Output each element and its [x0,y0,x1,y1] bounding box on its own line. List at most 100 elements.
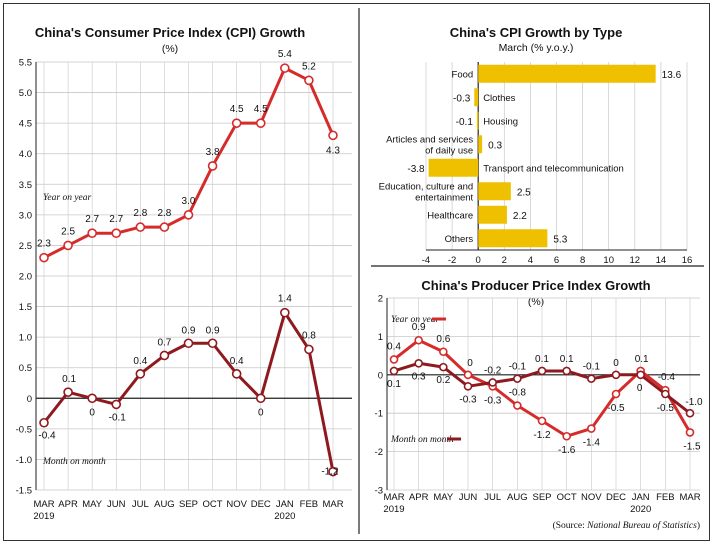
cpi-x-tick: MAR [322,499,343,510]
type-category-label: Others [445,234,474,245]
cpi-point [135,222,146,232]
cpi-point [280,307,290,318]
ppi-x-tick: NOV [581,492,602,503]
ppi-point [562,366,571,376]
ppi-x-tick: JAN [632,492,650,503]
ppi-point [513,401,522,410]
cpi-point [183,338,194,349]
cpi-x-tick: MAY [82,499,103,510]
ppi-point [537,416,547,426]
ppi-x-tick: JUL [484,492,501,503]
cpi-point [255,118,266,128]
type-chart: China's CPI Growth by Type March (% y.o.y… [379,25,693,266]
cpi-legend-yoy: Year on year [43,193,92,203]
ppi-point [537,366,547,376]
cpi-data-label: 4.5 [230,104,244,115]
cpi-point [87,228,97,238]
cpi-x-tick: MAR [33,499,54,510]
ppi-data-label: -0.8 [509,388,527,399]
ppi-x-tick: MAY [433,492,454,503]
ppi-data-label: 0.1 [535,354,549,365]
type-x-tick: 2 [502,255,507,266]
cpi-x-tick: APR [58,499,78,510]
type-x-tick: 10 [603,255,614,266]
cpi-data-label: 0.4 [230,356,244,367]
figure-frame [3,3,710,541]
type-data-label: 5.3 [553,234,567,245]
type-category-label: Articles and services of daily use [386,134,473,156]
ppi-data-label: -1.4 [583,438,601,449]
cpi-chart: China's Consumer Price Index (CPI) Growt… [16,25,352,522]
cpi-point [87,393,97,404]
type-bar [478,205,507,224]
type-x-tick: 0 [476,255,481,266]
cpi-x-tick: JUN [107,499,126,510]
ppi-point [414,358,423,368]
type-category-label: Housing [483,116,518,127]
ppi-data-label: -0.5 [607,403,625,414]
ppi-data-label: -1.6 [558,445,576,456]
type-category-label: Food [452,69,474,80]
ppi-x-tick: APR [409,492,429,503]
ppi-x-tick: DEC [606,492,626,503]
cpi-y-tick: -1.5 [16,486,32,497]
cpi-point [231,369,242,379]
type-data-label: 2.2 [513,211,527,222]
ppi-data-label: -0.2 [484,365,502,376]
ppi-data-label: -0.5 [657,403,675,414]
type-x-tick: 12 [630,255,641,266]
cpi-point [207,161,218,171]
cpi-year-label: 2020 [274,511,295,522]
cpi-x-tick: JUL [132,499,149,510]
cpi-point [111,228,122,238]
ppi-data-label: 0.1 [635,354,649,365]
type-title: China's CPI Growth by Type [450,25,623,40]
cpi-point [111,399,122,410]
cpi-y-tick: 2.5 [19,241,32,252]
cpi-y-tick: 3.5 [19,180,32,191]
cpi-point [63,387,73,397]
ppi-data-label: -0.1 [583,362,601,373]
cpi-point [255,393,266,404]
cpi-y-tick: 5.5 [19,58,32,69]
ppi-x-tick: AUG [507,492,528,503]
cpi-data-label: -1.2 [321,467,339,478]
type-data-label: -0.3 [453,93,471,104]
cpi-data-label: 3.8 [206,147,220,158]
cpi-point [183,210,194,220]
cpi-x-tick: FEB [300,499,318,510]
ppi-point [439,347,448,357]
ppi-point [636,370,645,380]
cpi-point [231,118,242,128]
ppi-legend-mom: Month on month [390,435,454,445]
ppi-data-label: 0.4 [387,341,401,352]
ppi-data-label: -1.0 [685,397,703,408]
cpi-point [39,417,49,428]
type-category-label: Healthcare [427,210,473,221]
cpi-data-label: -0.1 [109,412,127,423]
ppi-data-label: -0.1 [509,362,527,373]
cpi-data-label: 0.8 [302,330,316,341]
ppi-data-label: 0.3 [412,371,426,382]
cpi-y-tick: 5.0 [19,88,32,99]
cpi-x-tick: AUG [154,499,175,510]
cpi-y-tick: 4.5 [19,119,32,130]
ppi-chart: China's Producer Price Index Growth (%) 2 1… [375,278,704,515]
type-bar [478,229,548,248]
cpi-data-label: 5.2 [302,61,316,72]
type-bar [478,64,656,83]
ppi-y-tick: 1 [378,332,383,343]
cpi-data-label: -0.4 [38,431,56,442]
cpi-data-label: 3.0 [182,196,196,207]
cpi-x-tick: OCT [203,499,223,510]
cpi-point [328,130,338,141]
ppi-x-tick: SEP [532,492,551,503]
cpi-data-label: 4.5 [254,104,268,115]
cpi-point [159,222,170,232]
ppi-y-tick: -2 [375,447,383,458]
ppi-x-tick: JUN [459,492,478,503]
ppi-y-tick: 2 [378,294,383,305]
type-subtitle: March (% y.o.y.) [499,42,574,54]
ppi-data-label: 0.1 [560,354,574,365]
